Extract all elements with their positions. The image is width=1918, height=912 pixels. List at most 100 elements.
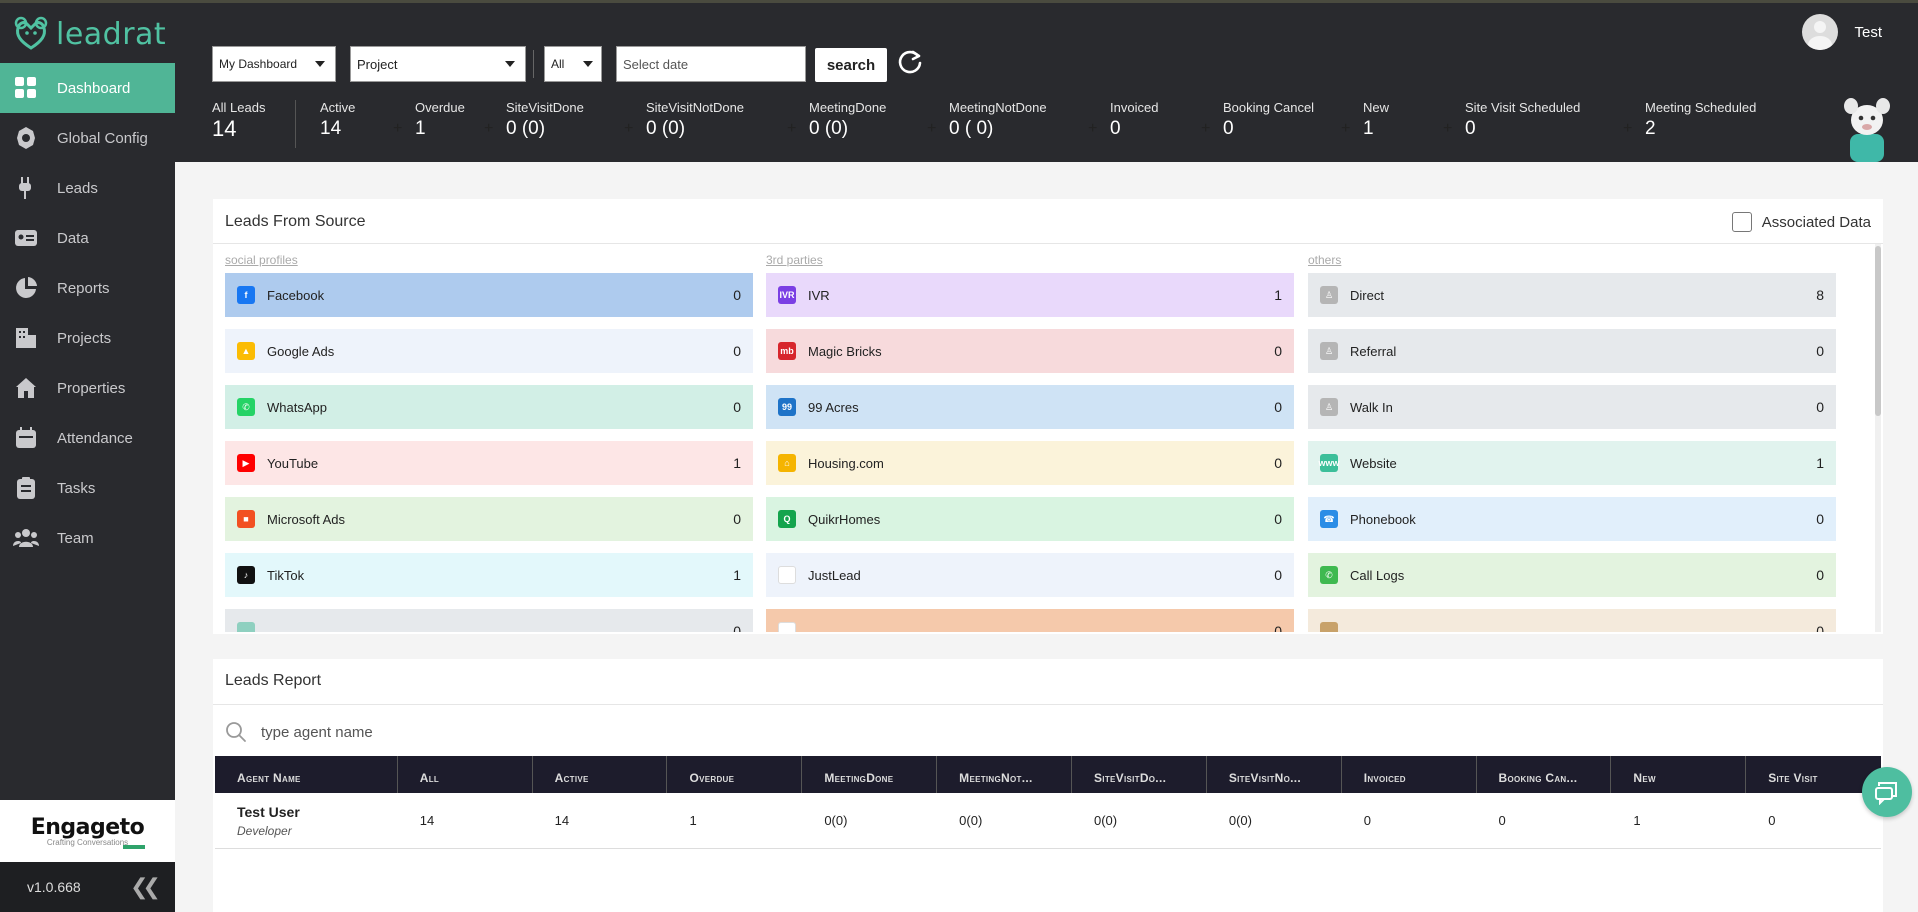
table-cell[interactable]: 0(0) — [1228, 813, 1252, 828]
stat-sitevisitnotdone[interactable]: SiteVisitNotDone 0 (0) — [646, 100, 744, 140]
column-header[interactable]: New — [1611, 756, 1747, 793]
source-category-label[interactable]: 3rd parties — [766, 253, 823, 267]
column-header[interactable]: Booking Can... — [1477, 756, 1612, 793]
column-header[interactable]: MeetingDone — [802, 756, 938, 793]
sidebar-item-dashboard[interactable]: Dashboard — [0, 63, 175, 113]
sidebar-item-label: Data — [57, 229, 89, 247]
sidebar-item-global-config[interactable]: Global Config — [0, 113, 175, 163]
table-cell[interactable]: 1 — [689, 813, 697, 828]
sidebar-item-projects[interactable]: Projects — [0, 313, 175, 363]
source-category-label[interactable]: social profiles — [225, 253, 298, 267]
date-input[interactable]: Select date — [616, 46, 806, 82]
sidebar-item-properties[interactable]: Properties — [0, 363, 175, 413]
agent-name: Test User — [237, 803, 300, 820]
stat-booking-cancel[interactable]: Booking Cancel 0 — [1223, 100, 1314, 140]
stat-meetingdone[interactable]: MeetingDone 0 (0) — [809, 100, 886, 140]
stat-all-leads[interactable]: All Leads 14 — [212, 100, 265, 142]
source-count: 0 — [1274, 399, 1282, 415]
column-header[interactable]: SiteVisitNo... — [1207, 756, 1342, 793]
table-cell[interactable]: 14 — [419, 813, 435, 828]
scrollbar-thumb[interactable] — [1875, 246, 1881, 416]
project-select[interactable]: Project — [350, 46, 526, 82]
stat-sitevisitdone[interactable]: SiteVisitDone 0 (0) — [506, 100, 584, 140]
table-cell[interactable]: 0(0) — [1094, 813, 1118, 828]
chat-support-button[interactable] — [1862, 767, 1912, 817]
source-row-housing-com[interactable]: ⌂ Housing.com 0 — [766, 441, 1294, 485]
stat-divider — [295, 100, 296, 148]
stat-active[interactable]: Active 14 — [320, 100, 355, 140]
stat-label: Overdue — [415, 100, 465, 115]
search-button[interactable]: search — [815, 48, 887, 82]
table-cell[interactable]: 14 — [554, 813, 570, 828]
source-row-call-logs[interactable]: ✆ Call Logs 0 — [1308, 553, 1836, 597]
agent-search[interactable]: type agent name — [225, 717, 373, 747]
source-row-more[interactable]: 0 — [766, 609, 1294, 632]
source-row-referral[interactable]: ♙ Referral 0 — [1308, 329, 1836, 373]
dashboard-select[interactable]: My Dashboard — [212, 46, 336, 82]
stat-meeting-scheduled[interactable]: Meeting Scheduled 2 — [1645, 100, 1756, 140]
agent-cell[interactable]: Test User Developer — [215, 793, 398, 848]
sidebar-item-team[interactable]: Team — [0, 513, 175, 563]
table-cell[interactable]: 0 — [1498, 813, 1506, 828]
source-count: 8 — [1816, 287, 1824, 303]
sidebar-item-reports[interactable]: Reports — [0, 263, 175, 313]
sidebar-item-tasks[interactable]: Tasks — [0, 463, 175, 513]
engageto-logo[interactable]: Engageto Crafting Conversations — [0, 800, 175, 862]
agent-search-input[interactable]: type agent name — [261, 723, 373, 741]
plug-icon — [19, 177, 31, 199]
table-cell[interactable]: 0(0) — [824, 813, 848, 828]
source-row-whatsapp[interactable]: ✆ WhatsApp 0 — [225, 385, 753, 429]
source-count: 0 — [733, 343, 741, 359]
column-header[interactable]: Invoiced — [1342, 756, 1477, 793]
associated-data-toggle[interactable]: Associated Data — [1731, 212, 1871, 232]
source-row-facebook[interactable]: f Facebook 0 — [225, 273, 753, 317]
source-scrollbar[interactable] — [1875, 244, 1881, 632]
sidebar-item-attendance[interactable]: Attendance — [0, 413, 175, 463]
column-header[interactable]: Overdue — [667, 756, 803, 793]
table-cell[interactable]: 0(0) — [959, 813, 983, 828]
source-row-magic-bricks[interactable]: mb Magic Bricks 0 — [766, 329, 1294, 373]
source-row-phonebook[interactable]: ☎ Phonebook 0 — [1308, 497, 1836, 541]
column-header[interactable]: Agent Name — [215, 756, 398, 793]
source-row-website[interactable]: www Website 1 — [1308, 441, 1836, 485]
source-row-tiktok[interactable]: ♪ TikTok 1 — [225, 553, 753, 597]
sidebar-item-data[interactable]: Data — [0, 213, 175, 263]
column-header[interactable]: All — [398, 756, 533, 793]
column-header[interactable]: Active — [533, 756, 668, 793]
user-menu[interactable]: Test — [1802, 14, 1882, 50]
source-row-quikrhomes[interactable]: Q QuikrHomes 0 — [766, 497, 1294, 541]
plus-separator-icon: + — [1443, 120, 1453, 137]
associated-data-checkbox[interactable] — [1731, 212, 1752, 232]
sidebar-item-leads[interactable]: Leads — [0, 163, 175, 213]
source-row-microsoft-ads[interactable]: ■ Microsoft Ads 0 — [225, 497, 753, 541]
source-row-google-ads[interactable]: ▲ Google Ads 0 — [225, 329, 753, 373]
source-row-justlead[interactable]: JustLead 0 — [766, 553, 1294, 597]
source-category-label[interactable]: others — [1308, 253, 1342, 267]
column-header[interactable]: Site Visit — [1768, 771, 1818, 785]
table-cell[interactable]: 0 — [1768, 813, 1776, 828]
column-header[interactable]: SiteVisitDo... — [1072, 756, 1207, 793]
source-row-99-acres[interactable]: 99 99 Acres 0 — [766, 385, 1294, 429]
refresh-icon[interactable] — [896, 48, 924, 76]
source-row-more[interactable]: 0 — [1308, 609, 1836, 632]
associated-data-label: Associated Data — [1761, 213, 1871, 231]
stat-invoiced[interactable]: Invoiced 0 — [1110, 100, 1158, 140]
stat-overdue[interactable]: Overdue 1 — [415, 100, 465, 140]
stat-meetingnotdone[interactable]: MeetingNotDone 0 ( 0) — [949, 100, 1047, 140]
source-row-more[interactable]: 0 — [225, 609, 753, 632]
brand-logo[interactable]: leadrat — [12, 14, 166, 54]
table-cell[interactable]: 0 — [1363, 813, 1371, 828]
all-select[interactable]: All — [544, 46, 602, 82]
source-list[interactable]: social profiles f Facebook 0 ▲ Google Ads 0 ✆ Wh… — [225, 251, 1861, 632]
card-title: Leads Report — [225, 672, 322, 689]
table-row[interactable]: Test User Developer 14 14 1 0(0) 0(0) 0(0) 0(0) 0… — [215, 793, 1881, 849]
collapse-sidebar-icon[interactable]: ❮❮ — [130, 874, 161, 899]
source-row-direct[interactable]: ♙ Direct 8 — [1308, 273, 1836, 317]
source-row-ivr[interactable]: IVR IVR 1 — [766, 273, 1294, 317]
stat-new[interactable]: New 1 — [1363, 100, 1389, 140]
source-row-walk-in[interactable]: ♙ Walk In 0 — [1308, 385, 1836, 429]
table-cell[interactable]: 1 — [1633, 813, 1641, 828]
source-row-youtube[interactable]: ▶ YouTube 1 — [225, 441, 753, 485]
stat-site-visit-scheduled[interactable]: Site Visit Scheduled 0 — [1465, 100, 1580, 140]
column-header[interactable]: MeetingNot... — [937, 756, 1072, 793]
